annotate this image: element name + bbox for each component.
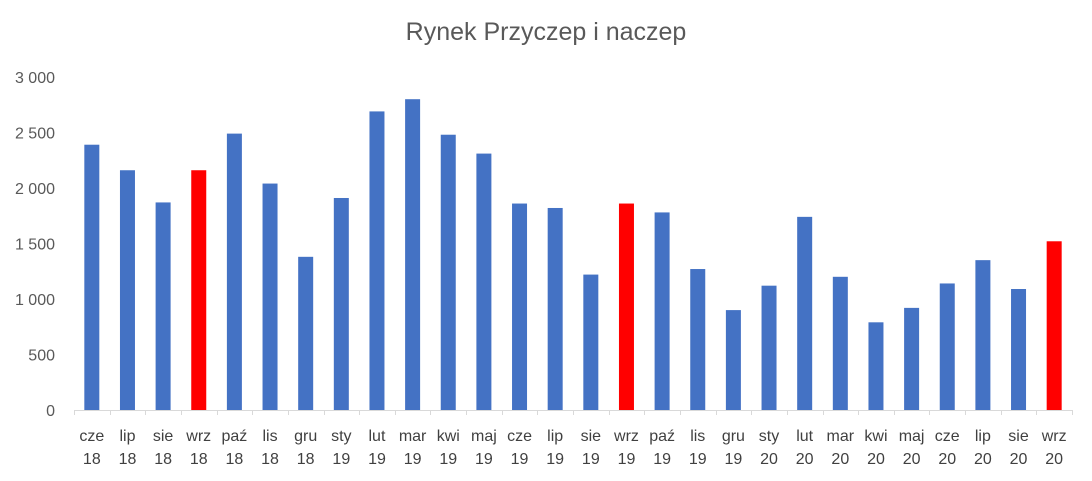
bar [333,197,349,410]
bar [369,111,385,410]
y-tick-label: 2 000 [15,181,55,198]
bar [939,283,955,410]
x-tick-label-month: lis [690,428,705,445]
bar [761,285,777,410]
x-tick-label-year: 19 [618,451,636,468]
bar [583,274,599,410]
x-tick-label-year: 18 [225,451,243,468]
x-tick-label-month: wrz [1041,428,1067,445]
bar [868,322,884,410]
bar [797,216,813,410]
x-tick-label-year: 19 [653,451,671,468]
bar [512,203,528,410]
bar [84,144,100,410]
x-tick-label-year: 18 [261,451,279,468]
bar [1011,289,1027,410]
x-tick-label-month: gru [722,428,745,445]
bar [904,307,920,410]
bar [298,256,314,410]
x-tick-label-month: lip [975,428,991,445]
bar [476,153,492,410]
x-tick-label-year: 20 [974,451,992,468]
y-tick-label: 500 [28,348,55,365]
x-tick-label-year: 19 [582,451,600,468]
x-tick-label-month: gru [294,428,317,445]
bar [618,203,634,410]
x-tick-label-year: 18 [190,451,208,468]
x-tick-label-year: 19 [332,451,350,468]
x-tick-label-month: sie [1008,428,1029,445]
y-tick-label: 2 500 [15,126,55,143]
bar [654,212,670,410]
x-tick-label-year: 19 [439,451,457,468]
x-tick-label-year: 18 [154,451,172,468]
bar [440,134,456,410]
x-tick-label-month: lut [796,428,813,445]
bar [155,202,171,410]
x-tick-label-month: sie [581,428,602,445]
x-tick-label-year: 20 [796,451,814,468]
x-tick-label-year: 19 [546,451,564,468]
bar [690,269,706,410]
x-tick-label-month: cze [79,428,104,445]
bar [547,207,563,410]
x-tick-label-year: 18 [83,451,101,468]
x-tick-label-month: kwi [437,428,460,445]
x-tick-label-month: sty [331,428,351,445]
y-tick-label: 1 500 [15,237,55,254]
x-tick-label-month: lis [262,428,277,445]
x-tick-label-year: 19 [511,451,529,468]
x-tick-label-month: sie [153,428,174,445]
x-tick-label-year: 19 [368,451,386,468]
bar [191,170,207,410]
x-tick-label-month: paź [649,428,675,445]
bar [975,260,991,410]
y-tick-label: 1 000 [15,292,55,309]
x-tick-label-month: lip [119,428,135,445]
x-tick-label-year: 20 [1045,451,1063,468]
y-tick-label: 3 000 [15,70,55,87]
bar [226,133,242,411]
x-tick-label-month: paź [221,428,247,445]
x-tick-label-month: maj [471,428,497,445]
x-tick-label-month: sty [759,428,779,445]
x-tick-label-month: cze [507,428,532,445]
x-tick-label-month: maj [899,428,925,445]
bar [832,276,848,410]
x-tick-label-month: lip [547,428,563,445]
x-tick-label-month: lut [369,428,386,445]
x-tick-label-year: 20 [938,451,956,468]
x-tick-label-year: 19 [724,451,742,468]
y-tick-label: 0 [46,403,55,420]
x-tick-label-year: 19 [475,451,493,468]
x-tick-label-year: 18 [119,451,137,468]
x-tick-label-month: wrz [185,428,211,445]
x-tick-label-month: mar [399,428,427,445]
x-tick-label-year: 20 [760,451,778,468]
x-tick-label-year: 18 [297,451,315,468]
x-tick-label-year: 20 [1010,451,1028,468]
x-tick-label-year: 20 [903,451,921,468]
bar [725,310,741,410]
bar [119,170,135,410]
x-tick-label-year: 19 [689,451,707,468]
x-tick-label-year: 19 [404,451,422,468]
x-tick-label-year: 20 [867,451,885,468]
x-tick-label-month: wrz [613,428,639,445]
x-tick-label-year: 20 [831,451,849,468]
bar [262,183,278,410]
x-tick-label-month: kwi [864,428,887,445]
bar [405,99,421,410]
bar [1046,241,1062,410]
x-tick-label-month: mar [827,428,855,445]
chart-title: Rynek Przyczep i naczep [405,18,687,46]
x-tick-label-month: cze [935,428,960,445]
